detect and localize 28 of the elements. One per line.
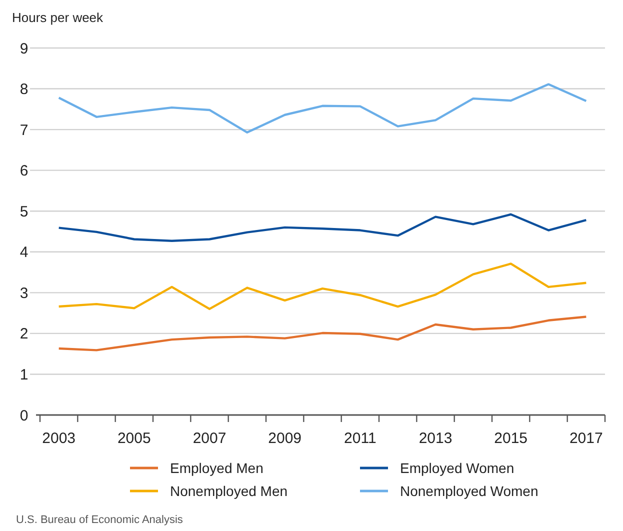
line-series <box>58 83 588 134</box>
line-series <box>58 262 588 310</box>
x-tick-label: 2003 <box>42 430 76 447</box>
x-tick-label: 2015 <box>494 430 528 447</box>
legend-label: Nonemployed Men <box>170 482 288 499</box>
x-tick-label: 2007 <box>192 430 226 447</box>
legend-label: Employed Women <box>400 460 514 476</box>
y-tick-label: 8 <box>20 81 28 98</box>
y-axis-title: Hours per week <box>12 10 104 25</box>
y-tick-label: 6 <box>20 162 28 180</box>
legend-label: Nonemployed Women <box>400 482 538 499</box>
x-tick-label: 2011 <box>344 430 376 447</box>
y-tick-label: 3 <box>20 284 28 302</box>
y-tick-label: 5 <box>20 203 28 220</box>
x-tick-label: 2017 <box>569 430 603 447</box>
y-tick-label: 9 <box>20 40 28 58</box>
x-tick-label: 2005 <box>117 430 151 447</box>
y-tick-label: 4 <box>20 244 28 262</box>
y-tick-label: 2 <box>20 326 28 343</box>
line-series <box>58 213 588 242</box>
x-tick-label: 2009 <box>268 430 302 447</box>
y-tick-label: 0 <box>20 407 28 424</box>
x-tick-label: 2013 <box>418 430 452 447</box>
y-tick-label: 1 <box>20 366 28 384</box>
legend-label: Employed Men <box>170 460 264 476</box>
line-series <box>58 316 588 352</box>
y-tick-label: 7 <box>20 122 28 139</box>
text: U.S. Bureau of Economic Analysis <box>16 514 184 526</box>
